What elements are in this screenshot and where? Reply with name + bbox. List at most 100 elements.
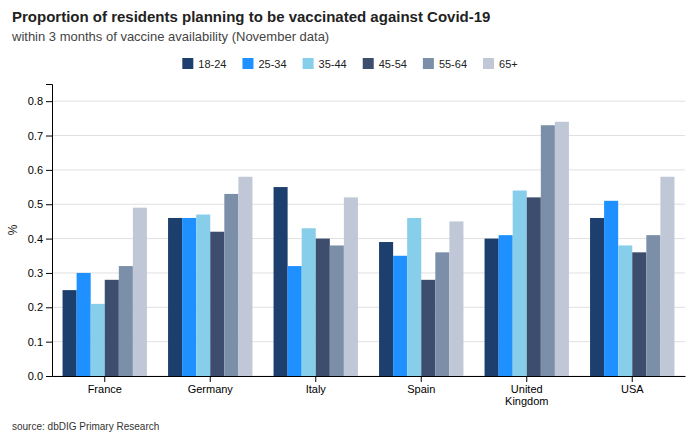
grid-line (52, 204, 685, 205)
bar (513, 190, 527, 376)
legend-label: 45-54 (379, 58, 407, 70)
x-tick-mark (315, 376, 316, 382)
bar (224, 194, 238, 376)
legend-item: 18-24 (182, 58, 226, 70)
x-tick: Italy (306, 376, 327, 395)
x-axis-line (53, 376, 686, 377)
y-tick-label: 0.4 (28, 233, 43, 245)
y-tick: 0.4 (28, 233, 52, 245)
y-tick-label: 0.7 (28, 130, 43, 142)
x-tick-mark (526, 376, 527, 382)
bar (499, 235, 513, 376)
bar (105, 280, 119, 376)
x-tick: Spain (407, 376, 435, 395)
x-axis: France Germany Italy Spain UnitedKingdom USA (53, 376, 686, 407)
bar (182, 218, 196, 376)
x-tick: UnitedKingdom (505, 376, 548, 407)
bar (435, 252, 449, 376)
bar (379, 242, 393, 376)
grid-line (52, 169, 685, 170)
bar (393, 256, 407, 376)
y-tick-mark (46, 273, 52, 274)
subtitle: within 3 months of vaccine availability … (11, 29, 329, 44)
y-tick-mark (46, 136, 52, 137)
bar-series (63, 187, 605, 376)
x-tick-label-line: Spain (407, 383, 435, 395)
y-tick: 0.2 (28, 301, 52, 313)
bar (407, 218, 421, 376)
y-tick: 0.5 (28, 198, 52, 210)
grid-line (52, 101, 685, 102)
legend-swatch (242, 58, 253, 69)
bar (590, 218, 604, 376)
bar (646, 235, 660, 376)
y-tick-label: 0.2 (28, 301, 43, 313)
y-tick-label: 0.0 (28, 370, 43, 382)
y-tick-label: 0.6 (28, 164, 43, 176)
x-tick-label-line: Italy (306, 383, 327, 395)
bar-series (119, 125, 661, 376)
x-tick: France (88, 376, 122, 395)
bar (302, 228, 316, 376)
bar (555, 122, 569, 376)
x-tick: Germany (188, 376, 234, 395)
bar (168, 218, 182, 376)
y-tick: 0.7 (28, 130, 52, 142)
legend-item: 35-44 (303, 58, 347, 70)
legend-label: 35-44 (319, 58, 347, 70)
y-tick-label: 0.8 (28, 95, 43, 107)
bar (119, 266, 133, 376)
y-axis-title: % (6, 224, 20, 235)
bar (604, 201, 618, 376)
legend-swatch (363, 58, 374, 69)
legend-swatch (423, 58, 434, 69)
y-tick-mark (46, 170, 52, 171)
bar-series (133, 122, 675, 376)
y-tick: 0.3 (28, 267, 52, 279)
y-tick-label: 0.5 (28, 198, 43, 210)
bar (527, 197, 541, 376)
bar (618, 245, 632, 376)
bar (210, 232, 224, 376)
x-tick-label-line: Germany (188, 383, 234, 395)
title: Proportion of residents planning to be v… (12, 8, 490, 25)
x-tick-label: USA (621, 383, 644, 395)
bar (485, 239, 499, 376)
source-note: source: dbDIG Primary Research (12, 421, 159, 432)
bar (541, 125, 555, 376)
legend-item: 55-64 (423, 58, 467, 70)
bar (421, 280, 435, 376)
chart: Proportion of residents planning to be v… (0, 0, 700, 438)
bars (63, 122, 675, 376)
bar (238, 177, 252, 376)
y-tick: 0.6 (28, 164, 52, 176)
x-tick-label: UnitedKingdom (505, 383, 548, 408)
y-tick-mark (46, 101, 52, 102)
x-tick-mark (421, 376, 422, 382)
y-tick-mark (46, 239, 52, 240)
bar (91, 304, 105, 376)
x-tick-mark (210, 376, 211, 382)
x-tick-label-line: France (88, 383, 122, 395)
legend-label: 65+ (499, 58, 518, 70)
y-tick-label: 0.1 (28, 336, 43, 348)
legend-label: 25-34 (258, 58, 286, 70)
legend-swatch (303, 58, 314, 69)
y-tick-mark (46, 342, 52, 343)
bar (274, 187, 288, 376)
x-tick-label: France (88, 383, 122, 395)
bar (660, 177, 674, 376)
bar (330, 245, 344, 376)
legend-label: 18-24 (198, 58, 226, 70)
y-tick: 0.1 (28, 336, 52, 348)
legend-swatch (182, 58, 193, 69)
legend-label: 55-64 (439, 58, 467, 70)
x-tick-label-line: United (511, 383, 543, 395)
bar (196, 215, 210, 376)
grid (52, 101, 685, 376)
bar (77, 273, 91, 376)
bar (133, 208, 147, 376)
y-tick-mark (46, 307, 52, 308)
bar (63, 290, 77, 376)
x-tick-mark (104, 376, 105, 382)
